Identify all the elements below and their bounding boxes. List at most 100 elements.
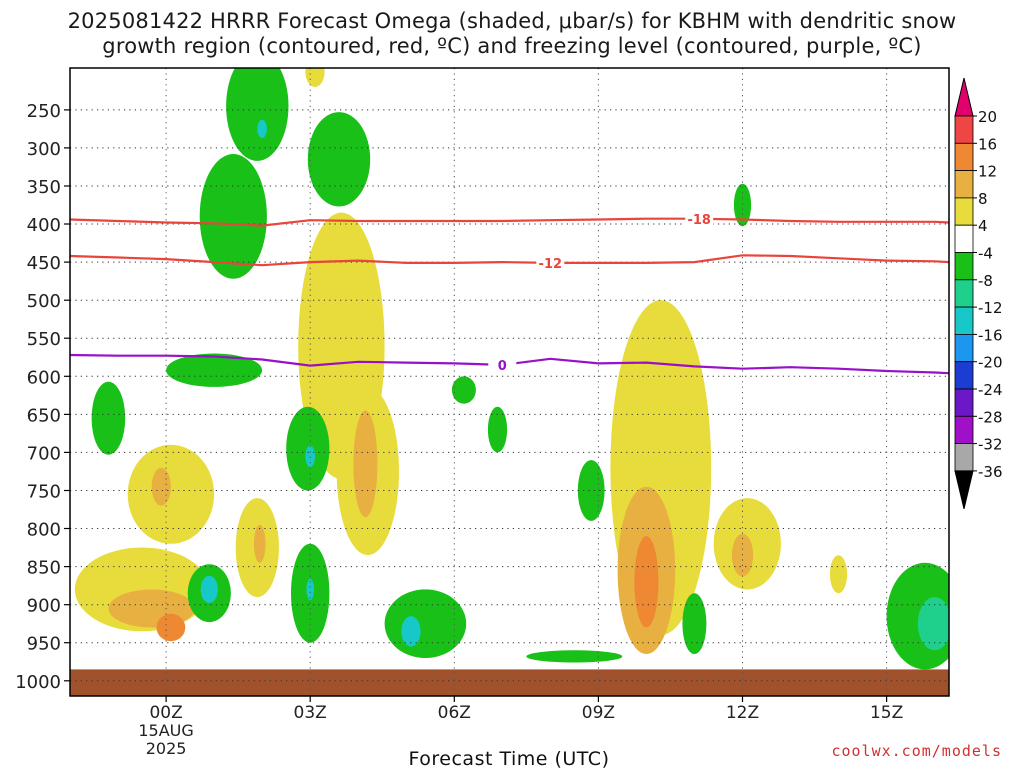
y-tick-label: 250 [27,101,61,122]
contour-line [70,353,949,375]
colorbar-label: 16 [978,135,997,153]
colorbar-segment [954,279,974,308]
omega-cell [487,406,508,453]
ground-layer [70,669,949,696]
colorbar-segment [954,415,974,444]
colorbar-label: -28 [978,408,1003,426]
contour-line [70,217,949,227]
contour-line [70,254,949,267]
omega-cell [917,597,949,651]
y-tick-label: 350 [27,177,61,198]
y-tick-label: 750 [27,482,61,503]
omega-cell [257,119,267,138]
x-tick-label: 03Z [294,703,327,723]
omega-cell [200,575,218,604]
contour-label-bg [536,255,565,270]
contour-label: 0 [498,359,507,374]
omega-cell [127,444,215,544]
colorbar-label: 8 [978,190,988,208]
colorbar-segment [954,388,974,417]
y-tick-label: 850 [27,558,61,579]
colorbar-segment [954,361,974,390]
y-tick-label: 450 [27,253,61,274]
omega-cell [156,613,186,642]
colorbar-label: -4 [978,245,993,263]
y-tick-label: 500 [27,291,61,312]
x-tick-date: 15AUG [138,721,193,740]
x-tick-label: 00Z [149,703,182,723]
omega-cell [305,445,316,467]
omega-cell [166,353,263,387]
colorbar-label: 4 [978,217,988,235]
omega-shading [74,68,949,670]
colorbar-segment [954,306,974,335]
omega-cell [91,381,126,455]
temperature-contours: -18 -12 0 [70,211,949,375]
omega-cell [253,524,266,563]
colorbar-segment [954,197,974,226]
colorbar-label: 12 [978,163,997,181]
colorbar-segment [954,115,974,144]
plot-area: -18 -12 0 [69,67,950,697]
colorbar-label: -32 [978,436,1003,454]
omega-cell [733,183,752,227]
omega-cell [226,68,289,161]
colorbar-label: -24 [978,381,1003,399]
y-tick-label: 950 [27,634,61,655]
contour-label: -18 [687,213,711,228]
omega-cell [306,578,315,601]
ground-fill [70,669,949,696]
omega-cell [731,533,754,577]
omega-cell [451,376,476,404]
colorbar-label: -12 [978,299,1003,317]
chart-title-line1: 2025081422 HRRR Forecast Omega (shaded, … [67,9,957,33]
x-tick-label: 15Z [870,703,903,723]
colorbar-label: -20 [978,354,1003,372]
y-tick-label: 400 [27,215,61,236]
contour-label-bg [488,357,517,372]
colorbar-segment [954,224,974,253]
omega-cell [682,593,707,655]
y-tick-label: 650 [27,405,61,426]
y-axis: 250 300 350 400 450 500 550 600 650 700 750 800 850 9… [15,101,70,693]
grid-lines [70,68,949,696]
colorbar-segment [954,170,974,199]
omega-cell [526,650,623,663]
y-tick-label: 600 [27,367,61,388]
contour-label: -12 [539,257,563,272]
omega-cell [151,467,171,506]
x-tick-label: 06Z [438,703,471,723]
source-credit: coolwx.com/models [831,742,1002,760]
colorbar: 20 16 12 8 4 -4 -8 -12 -16 -20 -24 -28 -32 -36 [954,77,1003,510]
x-tick-year: 2025 [146,739,187,758]
colorbar-bottom-arrow [954,470,974,510]
colorbar-segment [954,333,974,363]
colorbar-label: -36 [978,463,1003,481]
omega-cell [384,589,467,658]
omega-cell [577,460,605,521]
x-axis-label: Forecast Time (UTC) [409,748,610,768]
omega-cell [401,616,421,647]
omega-cell [307,112,371,207]
colorbar-label: 20 [978,108,997,126]
colorbar-top-arrow [954,77,974,117]
omega-cell [634,536,659,628]
omega-cell [305,68,325,87]
omega-cell [199,154,267,279]
chart-title-line2: growth region (contoured, red, ºC) and f… [102,34,922,58]
omega-cell [829,555,848,594]
colorbar-label: -8 [978,272,993,290]
x-tick-label: 09Z [582,703,615,723]
y-tick-label: 900 [27,596,61,617]
y-tick-label: 1000 [15,672,61,693]
y-tick-label: 550 [27,329,61,350]
x-tick-label: 12Z [726,703,759,723]
contour-label-bg [685,211,714,226]
y-tick-label: 300 [27,139,61,160]
colorbar-segment [954,443,974,472]
omega-cell [353,410,378,518]
colorbar-segment [954,142,974,172]
y-tick-label: 800 [27,520,61,541]
